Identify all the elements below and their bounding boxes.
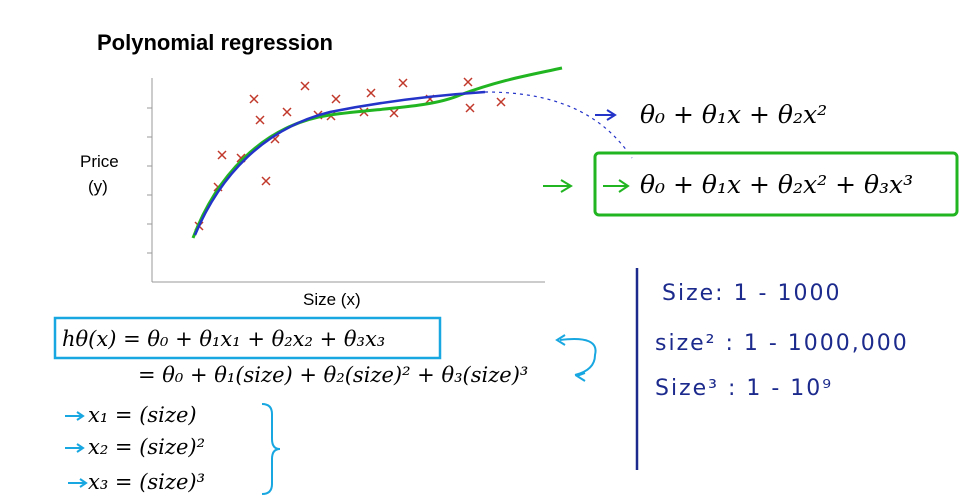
note: Size: 1 - 1000	[662, 281, 841, 306]
model-box	[593, 151, 959, 217]
model-formula: θ₀ + θ₁x + θ₂x²	[640, 100, 827, 129]
hypothesis-box	[53, 316, 442, 360]
y-label: Price	[80, 152, 119, 171]
hypothesis: hθ(x) = θ₀ + θ₁x₁ + θ₂x₂ + θ₃x₃	[62, 327, 385, 351]
data-point	[261, 176, 271, 186]
cubic-fit	[191, 66, 563, 239]
data-point	[300, 81, 310, 91]
data-point	[398, 78, 408, 88]
note: size² : 1 - 1000,000	[655, 331, 909, 356]
x-label: Size (x)	[303, 290, 361, 309]
quadratic-fit	[193, 90, 486, 236]
data-point	[463, 77, 473, 87]
feature: x₁ = (size)	[88, 403, 197, 427]
bracket-arrow	[555, 334, 597, 382]
data-point	[217, 150, 227, 160]
dashed-link	[484, 91, 633, 159]
data-point	[465, 103, 475, 113]
arrows	[65, 411, 88, 488]
feature: x₂ = (size)²	[88, 435, 205, 459]
brace	[261, 403, 281, 495]
y-label: (y)	[88, 177, 108, 196]
data-points	[194, 77, 506, 231]
data-point	[366, 88, 376, 98]
data-point	[249, 94, 259, 104]
feature: x₃ = (size)³	[88, 470, 205, 494]
hypothesis: = θ₀ + θ₁(size) + θ₂(size)² + θ₃(size)³	[138, 363, 528, 387]
model-formula: θ₀ + θ₁x + θ₂x² + θ₃x³	[640, 170, 913, 199]
data-point	[282, 107, 292, 117]
data-point	[389, 108, 399, 118]
arrow	[595, 109, 617, 121]
note: Size³ : 1 - 10⁹	[655, 376, 833, 401]
data-point	[496, 97, 506, 107]
data-point	[331, 94, 341, 104]
plot	[147, 78, 545, 283]
slide-title: Polynomial regression	[97, 30, 333, 55]
data-point	[255, 115, 265, 125]
arrow	[543, 179, 630, 193]
